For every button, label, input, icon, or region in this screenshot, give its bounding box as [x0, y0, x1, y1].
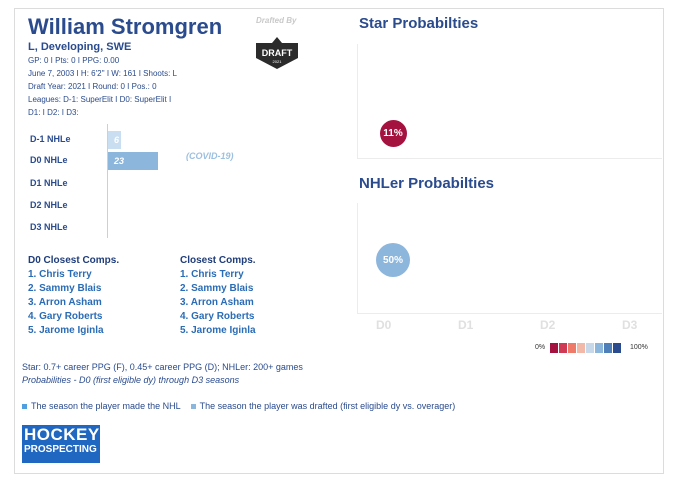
- comp-list-item: 2. Sammy Blais: [28, 283, 102, 294]
- nhler-chart-baseline: [357, 313, 662, 314]
- legend-min-label: 0%: [535, 344, 546, 351]
- player-bio-line: June 7, 2003 I H: 6'2'' I W: 161 I Shoot…: [28, 69, 177, 78]
- covid-note: (COVID-19): [186, 151, 234, 161]
- legend-color-swatch: [613, 343, 622, 353]
- legend-color-swatch: [577, 343, 586, 353]
- player-leagues-line: Leagues: D-1: SuperElit I D0: SuperElit …: [28, 95, 172, 104]
- comp-list-item: 1. Chris Terry: [28, 269, 92, 280]
- player-subtitle: L, Developing, SWE: [28, 41, 132, 53]
- drafted-legend-text: The season the player was drafted (first…: [199, 401, 456, 411]
- nhle-bar: 6: [108, 131, 121, 149]
- comp-list-item: 1. Chris Terry: [180, 269, 244, 280]
- legend-color-swatch: [595, 343, 604, 353]
- closest-comps-title: Closest Comps.: [180, 255, 256, 266]
- x-label-d0: D0: [376, 318, 392, 332]
- nhler-chart-title: NHLer Probabilties: [359, 175, 495, 192]
- comp-list-item: 3. Arron Asham: [180, 297, 254, 308]
- legend-color-swatch: [586, 343, 595, 353]
- draft-logo-text: DRAFT: [262, 48, 293, 58]
- nhler-d0-bubble: 50%: [376, 243, 410, 277]
- nhler-chart-gridline: [357, 203, 358, 313]
- comp-list-item: 5. Jarome Iginla: [28, 325, 104, 336]
- star-chart-gridline: [357, 44, 358, 158]
- comp-list-item: 4. Gary Roberts: [28, 311, 103, 322]
- nhle-row-label: D-1 NHLe: [30, 134, 71, 144]
- legend-color-swatch: [604, 343, 613, 353]
- comp-list-item: 4. Gary Roberts: [180, 311, 255, 322]
- player-draft-line: Draft Year: 2021 I Round: 0 I Pos.: 0: [28, 82, 157, 91]
- comp-list-item: 5. Jarome Iginla: [180, 325, 256, 336]
- nhle-bar: 23: [108, 152, 158, 170]
- probabilities-note: Probabilities - D0 (first eligible dy) t…: [22, 375, 240, 385]
- made-nhl-legend-text: The season the player made the NHL: [31, 401, 181, 411]
- brand-line-2: PROSPECTING: [24, 444, 97, 455]
- star-chart-title: Star Probabilties: [359, 15, 479, 32]
- nhle-row-label: D1 NHLe: [30, 178, 68, 188]
- season-legend: The season the player made the NHL The s…: [22, 401, 455, 411]
- draft-logo-icon: DRAFT 2021: [256, 37, 298, 69]
- player-leagues-line-2: D1: I D2: I D3:: [28, 108, 79, 117]
- nhle-axis: [107, 124, 108, 238]
- d0-comps-list: 1. Chris Terry 2. Sammy Blais 3. Arron Ash…: [28, 269, 104, 339]
- drafted-swatch-icon: [190, 403, 196, 409]
- legend-color-swatch: [550, 343, 559, 353]
- comp-list-item: 2. Sammy Blais: [180, 283, 254, 294]
- player-name: William Stromgren: [28, 14, 223, 39]
- star-d0-bubble: 11%: [379, 119, 407, 147]
- legend-color-swatch: [568, 343, 577, 353]
- x-label-d3: D3: [622, 318, 638, 332]
- x-label-d2: D2: [540, 318, 556, 332]
- nhle-row-label: D0 NHLe: [30, 155, 68, 165]
- probability-color-legend: [550, 343, 622, 353]
- drafted-by-caption: Drafted By: [256, 16, 297, 25]
- legend-color-swatch: [559, 343, 568, 353]
- definition-note: Star: 0.7+ career PPG (F), 0.45+ career …: [22, 362, 303, 372]
- nhle-row-label: D3 NHLe: [30, 222, 68, 232]
- nhle-row-label: D2 NHLe: [30, 200, 68, 210]
- draft-logo-year: 2021: [273, 59, 283, 64]
- brand-line-1: HOCKEY: [24, 425, 100, 444]
- hockey-prospecting-logo: HOCKEY PROSPECTING: [22, 425, 100, 463]
- made-nhl-swatch-icon: [22, 403, 27, 409]
- d0-comps-title: D0 Closest Comps.: [28, 255, 120, 266]
- player-card: [14, 8, 664, 474]
- player-stats-line: GP: 0 I Pts: 0 I PPG: 0.00: [28, 56, 120, 65]
- x-label-d1: D1: [458, 318, 474, 332]
- star-chart-baseline: [357, 158, 662, 159]
- comp-list-item: 3. Arron Asham: [28, 297, 102, 308]
- closest-comps-list: 1. Chris Terry 2. Sammy Blais 3. Arron Ash…: [180, 269, 256, 339]
- legend-max-label: 100%: [630, 344, 648, 351]
